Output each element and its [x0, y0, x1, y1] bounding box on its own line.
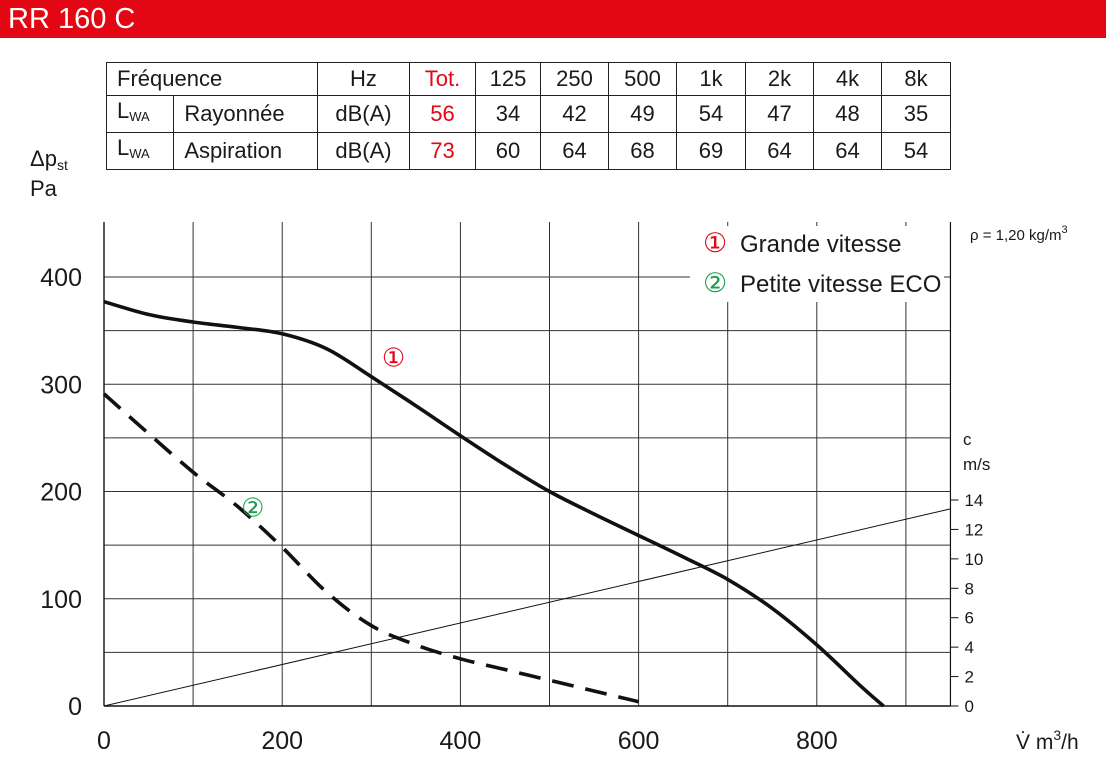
cell-4k: 64 [813, 132, 882, 170]
velocity-tick-label: 6 [964, 609, 973, 628]
x-tick-label: 400 [440, 727, 482, 755]
legend-entry: Grande vitesse [740, 231, 901, 258]
header-250: 250 [540, 62, 609, 96]
x-tick-label: 600 [618, 727, 660, 755]
table-header-row: Fréquence Hz Tot. 125 250 500 1k 2k 4k 8… [106, 62, 951, 96]
header-tot: Tot. [409, 62, 476, 96]
curve-marker: ① [382, 342, 405, 372]
x-tick-label: 800 [796, 727, 838, 755]
y-tick-label: 400 [40, 264, 82, 292]
header-2k: 2k [745, 62, 814, 96]
x-tick-label: 0 [97, 727, 111, 755]
x-axis-label: V̇ m3/h [1016, 727, 1079, 754]
header-8k: 8k [881, 62, 951, 96]
row-total: 56 [409, 95, 476, 133]
acoustic-table: Fréquence Hz Tot. 125 250 500 1k 2k 4k 8… [105, 62, 951, 170]
row-name: Rayonnée [173, 95, 318, 133]
row-symbol: LWA [105, 132, 175, 170]
y-tick-label: 0 [68, 693, 82, 721]
y-axis-unit: Pa [30, 176, 57, 201]
legend-marker: ② [703, 268, 727, 298]
velocity-line [103, 508, 951, 707]
velocity-tick-label: 2 [964, 668, 973, 687]
y-tick-label: 300 [40, 371, 82, 399]
legend-marker: ① [703, 228, 727, 258]
cell-250: 64 [540, 132, 609, 170]
x-tick-label: 200 [261, 727, 303, 755]
row-symbol: LWA [105, 95, 175, 133]
row-unit: dB(A) [317, 95, 410, 133]
velocity-tick-label: 12 [964, 520, 983, 539]
y-axis-label: Δpst [30, 146, 68, 173]
cell-8k: 54 [881, 132, 951, 170]
header-frequency: Fréquence [106, 62, 318, 96]
curve-marker: ② [241, 493, 264, 523]
series-petite-vitesse-eco [102, 392, 640, 704]
series-grande-vitesse [103, 299, 885, 708]
velocity-tick-label: 14 [964, 491, 983, 510]
y-tick-label: 100 [40, 586, 82, 614]
velocity-tick-label: 0 [964, 697, 973, 716]
header-4k: 4k [813, 62, 882, 96]
velocity-tick-label: 4 [964, 638, 973, 657]
title-banner [0, 0, 1106, 38]
legend-background [690, 226, 944, 302]
header-500: 500 [608, 62, 677, 96]
table-row: LWA Aspiration dB(A) 73 60 64 68 69 64 6… [105, 132, 951, 170]
cell-1k: 54 [676, 95, 746, 133]
legend: ① Grande vitesse ② Petite vitesse ECO [690, 226, 944, 302]
row-name: Aspiration [173, 132, 318, 170]
page-title: RR 160 C [8, 3, 136, 35]
velocity-tick-label: 8 [964, 579, 973, 598]
y-tick-label: 200 [40, 479, 82, 507]
legend-entry: Petite vitesse ECO [740, 271, 941, 298]
velocity-axis-label: c [963, 430, 972, 449]
cell-500: 68 [608, 132, 677, 170]
velocity-axis-unit: m/s [963, 455, 990, 474]
cell-2k: 64 [745, 132, 814, 170]
cell-1k: 69 [676, 132, 746, 170]
density-note: ρ = 1,20 kg/m3 [970, 224, 1068, 244]
row-unit: dB(A) [317, 132, 410, 170]
velocity-tick-label: 10 [964, 550, 983, 569]
cell-125: 60 [475, 132, 541, 170]
